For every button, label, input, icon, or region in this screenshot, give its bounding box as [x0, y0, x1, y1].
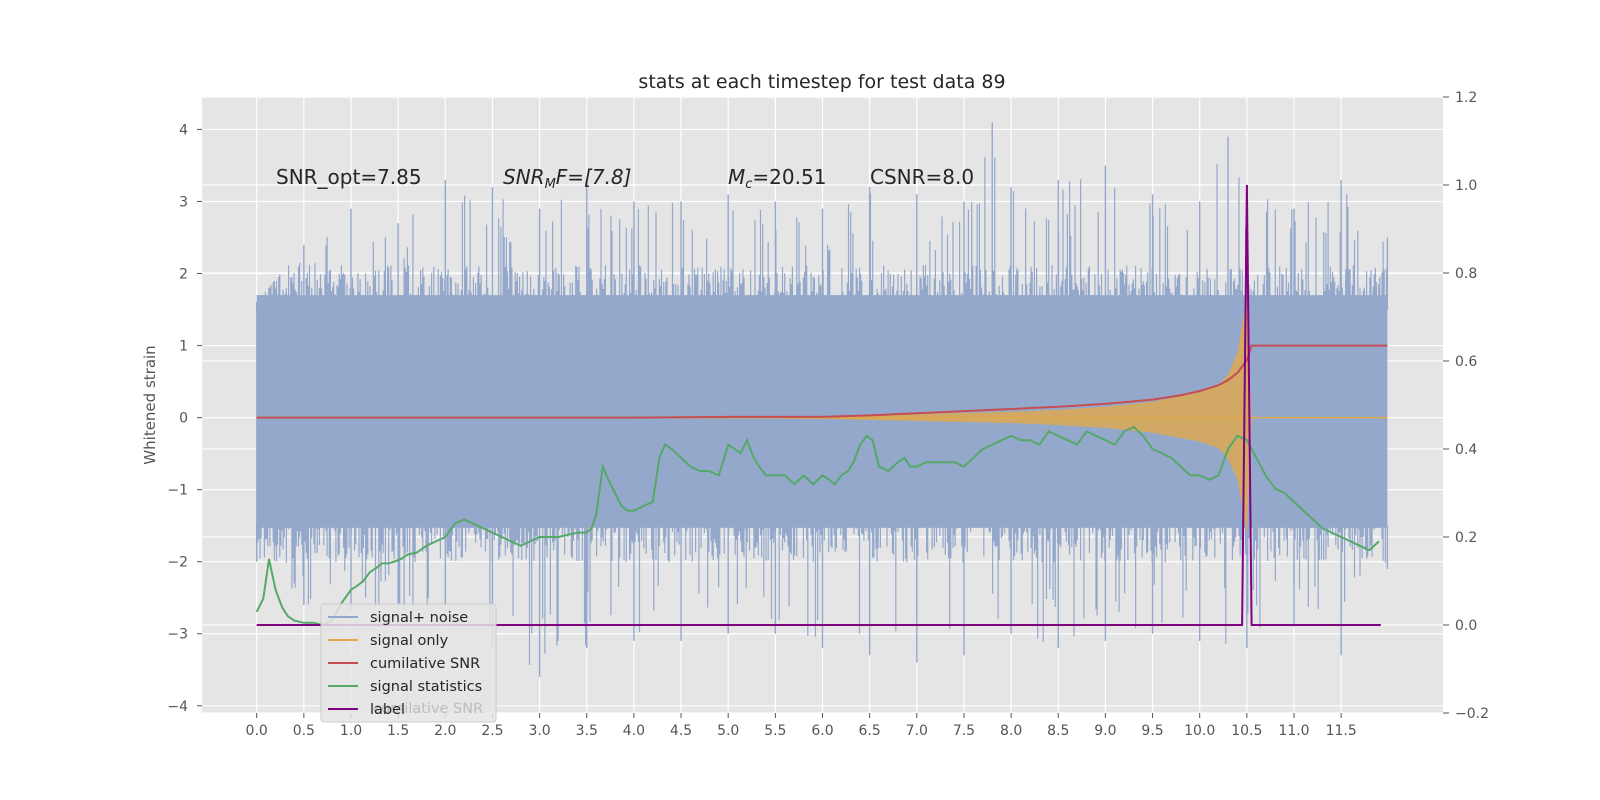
y-tick-label: 1	[179, 339, 188, 355]
y2-tick-label: 1.2	[1455, 90, 1477, 106]
legend-label-noise: signal+ noise	[370, 610, 468, 626]
annotation-mc: Mc=20.51	[728, 165, 826, 192]
y2-tick-label: 1.0	[1455, 178, 1477, 194]
y2-tick-label: 0.6	[1455, 354, 1477, 370]
annotation-snr-mf: SNRMF=[7.8]	[503, 165, 631, 192]
x-tick-label: 1.0	[340, 723, 362, 739]
mc-symbol: M	[728, 165, 745, 189]
x-tick-label: 8.0	[1000, 723, 1022, 739]
y-tick-label: 3	[179, 194, 188, 210]
legend: cumilative SNR signal+ noise signal only…	[320, 603, 497, 723]
y2-tick-label: 0.4	[1455, 442, 1477, 458]
snr-mf-symbol: SNR	[503, 165, 545, 189]
y2-tick-label: 0.8	[1455, 266, 1477, 282]
y2-tick-label: 0.2	[1455, 530, 1477, 546]
mc-tail: =20.51	[752, 165, 826, 189]
x-tick-label: 11.5	[1326, 723, 1357, 739]
axis-ticks: 0.0 0.5 1.0 1.5 2.0 2.5 3.0 3.5 4.0 4.5 5.0 5.5 6.0 6…	[167, 90, 1489, 739]
y-axis-label: Whitened strain	[141, 345, 159, 464]
x-tick-label: 8.5	[1047, 723, 1069, 739]
y-tick-label: 0	[179, 411, 188, 427]
x-tick-label: 7.5	[953, 723, 975, 739]
y-tick-label: −3	[167, 627, 188, 643]
x-tick-label: 10.0	[1184, 723, 1215, 739]
chart-title: stats at each timestep for test data 89	[638, 71, 1005, 93]
legend-label-label: label	[370, 702, 405, 718]
y2-tick-label: −0.2	[1455, 706, 1489, 722]
x-tick-label: 0.0	[246, 723, 268, 739]
signal-statistics-line	[255, 425, 1380, 627]
y2-tick-label: 0.0	[1455, 618, 1477, 634]
label-line	[256, 184, 1381, 626]
x-tick-label: 6.0	[811, 723, 833, 739]
y-tick-label: 2	[179, 267, 188, 283]
legend-label-signal: signal only	[370, 633, 449, 649]
legend-ghost-text: cumilative SNR	[373, 701, 483, 717]
y-tick-label: −1	[167, 483, 188, 499]
legend-label-csnr: cumilative SNR	[370, 656, 480, 672]
snr-mf-subscript: M	[545, 177, 556, 192]
x-tick-label: 11.0	[1278, 723, 1309, 739]
x-tick-label: 5.5	[764, 723, 786, 739]
x-tick-label: 9.5	[1141, 723, 1163, 739]
annotation-csnr: CSNR=8.0	[870, 165, 974, 189]
x-tick-label: 4.5	[670, 723, 692, 739]
x-tick-label: 3.0	[528, 723, 550, 739]
x-tick-label: 10.5	[1231, 723, 1262, 739]
legend-label-stats: signal statistics	[370, 679, 482, 695]
x-tick-label: 2.0	[434, 723, 456, 739]
legend-box	[320, 603, 497, 723]
x-tick-label: 6.5	[859, 723, 881, 739]
line-series	[255, 184, 1388, 627]
x-tick-label: 3.5	[576, 723, 598, 739]
cumulative-snr-line	[256, 344, 1388, 419]
signal-chirp-fill	[256, 295, 1388, 534]
x-tick-label: 0.5	[293, 723, 315, 739]
x-tick-label: 2.5	[481, 723, 503, 739]
snr-mf-tail: F=[7.8]	[556, 165, 632, 189]
mc-subscript: c	[745, 177, 752, 192]
x-tick-label: 7.0	[906, 723, 928, 739]
annotation-snr-opt: SNR_opt=7.85	[276, 165, 422, 189]
x-tick-label: 9.0	[1094, 723, 1116, 739]
x-tick-label: 1.5	[387, 723, 409, 739]
y-tick-label: 4	[179, 122, 188, 138]
y-tick-label: −4	[167, 699, 188, 715]
x-tick-label: 4.0	[623, 723, 645, 739]
x-tick-label: 5.0	[717, 723, 739, 739]
y-tick-label: −2	[167, 555, 188, 571]
